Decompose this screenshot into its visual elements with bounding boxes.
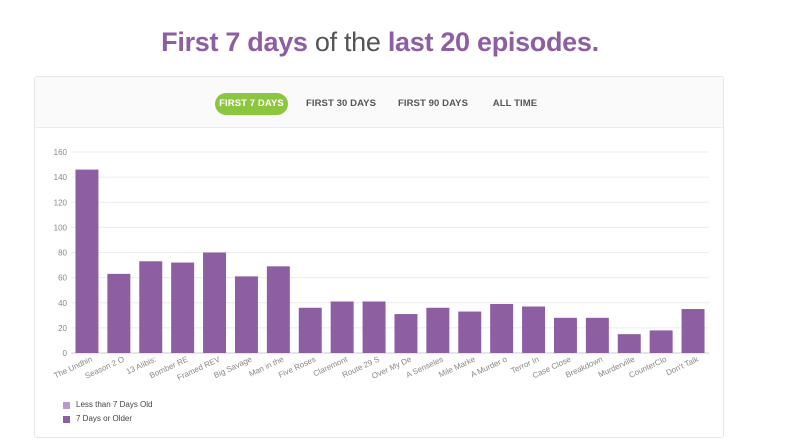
- bar: [681, 309, 705, 353]
- y-tick-label: 40: [58, 299, 67, 308]
- bar: [234, 276, 258, 353]
- bar: [426, 307, 450, 353]
- legend-label-new: Less than 7 Days Old: [76, 400, 153, 409]
- tab-all-time[interactable]: ALL TIME: [492, 98, 538, 109]
- y-tick-label: 0: [63, 349, 68, 358]
- bar: [75, 169, 99, 353]
- bar: [490, 304, 514, 353]
- bar: [649, 330, 673, 353]
- time-range-tabs: FIRST 7 DAYS FIRST 30 DAYS FIRST 90 DAYS…: [35, 77, 723, 128]
- y-tick-label: 140: [54, 173, 68, 182]
- legend-label-old: 7 Days or Older: [76, 414, 133, 423]
- bar: [553, 317, 577, 353]
- bar: [330, 301, 354, 353]
- chart-card: FIRST 7 DAYS FIRST 30 DAYS FIRST 90 DAYS…: [34, 76, 724, 438]
- bar: [171, 262, 195, 353]
- page-headline: First 7 days of the last 20 episodes.: [0, 24, 760, 60]
- y-tick-label: 20: [58, 324, 67, 333]
- bar: [394, 314, 418, 353]
- y-tick-label: 160: [54, 148, 68, 157]
- x-tick-label: Don't Talk: [665, 354, 701, 377]
- bar: [362, 301, 386, 353]
- bar: [107, 273, 131, 353]
- y-tick-label: 120: [54, 198, 68, 207]
- tab-first-30-days[interactable]: FIRST 30 DAYS: [305, 98, 377, 109]
- bar: [298, 307, 322, 353]
- bar: [266, 266, 290, 353]
- bar: [203, 252, 227, 353]
- tab-first-90-days[interactable]: FIRST 90 DAYS: [397, 98, 469, 109]
- legend-item-old[interactable]: 7 Days or Older: [63, 412, 152, 426]
- y-tick-label: 80: [58, 249, 67, 258]
- legend-swatch-new: [63, 401, 70, 409]
- bar: [617, 334, 641, 353]
- legend-item-new[interactable]: Less than 7 Days Old: [63, 398, 152, 412]
- headline-part-3: last 20 episodes.: [387, 27, 599, 57]
- y-tick-label: 60: [58, 274, 67, 283]
- bar: [585, 317, 609, 353]
- legend-swatch-old: [63, 415, 70, 423]
- tab-first-7-days[interactable]: FIRST 7 DAYS: [215, 93, 288, 115]
- bar: [522, 306, 546, 353]
- chart-legend: Less than 7 Days Old 7 Days or Older: [63, 398, 152, 426]
- bar: [139, 261, 163, 353]
- y-tick-label: 100: [54, 223, 68, 232]
- x-tick-label: A Murder o: [469, 354, 509, 379]
- headline-part-2: of the: [307, 27, 388, 57]
- bar: [458, 311, 482, 353]
- headline-part-1: First 7 days: [161, 27, 308, 57]
